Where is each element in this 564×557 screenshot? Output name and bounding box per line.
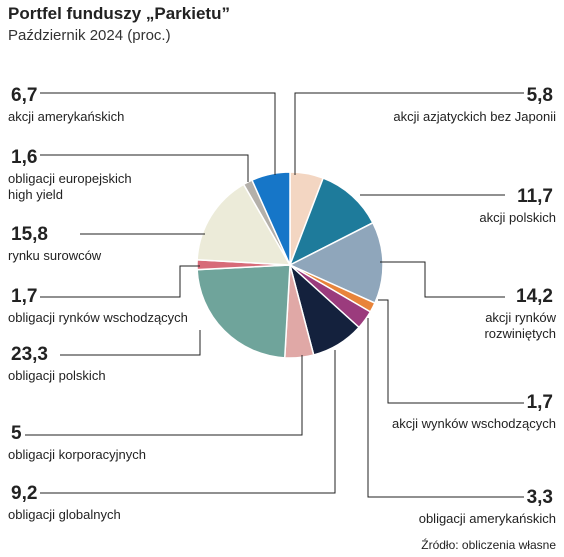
category-label: obligacji korporacyjnych <box>8 447 147 462</box>
value-label: 1,6 <box>8 147 41 169</box>
category-label: akcji polskich <box>479 210 556 225</box>
leader-line <box>40 265 200 298</box>
leader-line <box>294 92 525 175</box>
category-label: obligacji rynków wschodzących <box>8 310 188 325</box>
chart-title: Portfel funduszy „Parkietu” <box>8 4 230 23</box>
leader-line <box>60 330 201 356</box>
leader-line <box>22 355 303 436</box>
leader-line <box>380 261 505 298</box>
category-label: akcji azjatyckich bez Japonii <box>393 109 556 124</box>
pie-slice <box>251 171 291 266</box>
pie-slice <box>196 183 292 266</box>
source-note: Źródło: obliczenia własne <box>421 538 556 552</box>
category-label: akcji amerykańskich <box>8 109 125 124</box>
leader-line <box>378 299 525 404</box>
category-label: akcji wynków wschodzących <box>391 416 556 431</box>
value-label: 9,2 <box>8 483 41 505</box>
value-label: 6,7 <box>8 85 41 107</box>
category-label: obligacji globalnych <box>8 507 121 522</box>
value-label: 23,3 <box>8 344 51 366</box>
value-label: 5 <box>8 423 25 445</box>
leader-line <box>40 350 336 494</box>
pie-slice <box>196 264 291 359</box>
value-label: 1,7 <box>8 286 41 308</box>
value-label: 5,8 <box>523 85 556 107</box>
value-label: 15,8 <box>8 224 51 246</box>
value-label: 11,7 <box>514 186 556 208</box>
value-label: 1,7 <box>523 392 556 414</box>
pie-slice <box>288 221 384 304</box>
leader-line <box>40 92 276 175</box>
category-label: akcji rynków rozwiniętych <box>484 310 556 341</box>
chart-subtitle: Październik 2024 (proc.) <box>8 27 171 44</box>
pie-slice <box>288 177 374 267</box>
category-label: rynku surowców <box>8 248 102 263</box>
category-label: obligacji amerykańskich <box>418 511 556 526</box>
value-label: 14,2 <box>513 286 556 308</box>
category-label: obligacji europejskich high yield <box>8 171 132 202</box>
leader-line <box>367 318 525 498</box>
leader-line <box>40 154 249 182</box>
value-label: 3,3 <box>523 487 556 509</box>
category-label: obligacji polskich <box>8 368 106 383</box>
